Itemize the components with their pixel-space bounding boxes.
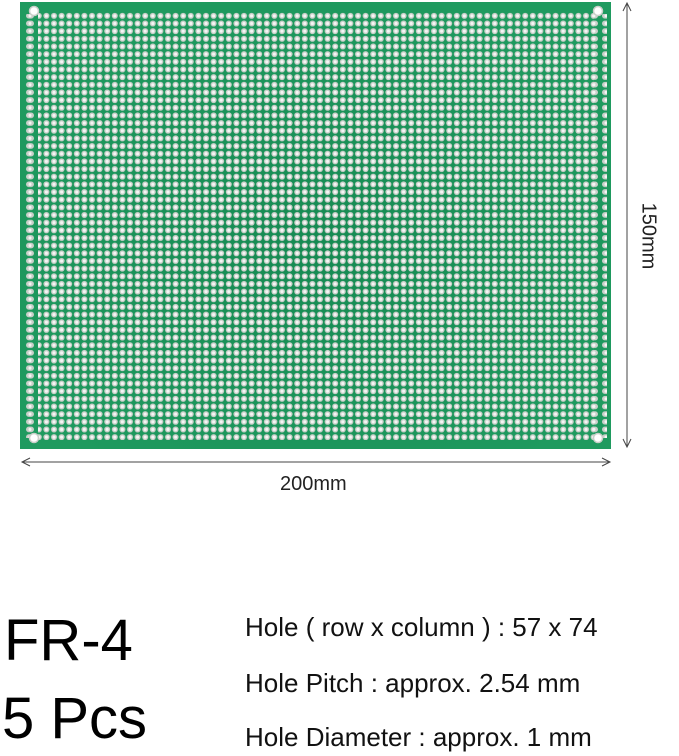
quantity-label: 5 Pcs xyxy=(2,686,148,751)
height-dimension-label: 150mm xyxy=(637,202,660,270)
material-label: FR-4 xyxy=(4,608,133,673)
width-dimension-line xyxy=(20,457,612,467)
pcb-left-edge-pads xyxy=(24,14,37,438)
mounting-hole-top-right xyxy=(592,5,604,17)
pcb-hole-grid xyxy=(38,12,594,440)
mounting-hole-bottom-right xyxy=(592,432,604,444)
spec-hole-pitch: Hole Pitch : approx. 2.54 mm xyxy=(245,668,581,698)
spec-hole-diameter: Hole Diameter : approx. 1 mm xyxy=(245,722,592,752)
mounting-hole-top-left xyxy=(28,5,40,17)
pcb-board-figure xyxy=(20,1,632,467)
height-dimension-line xyxy=(622,1,632,449)
pcb-right-edge-pads xyxy=(594,14,607,438)
width-dimension-label: 200mm xyxy=(280,473,347,495)
mounting-hole-bottom-left xyxy=(28,432,40,444)
spec-hole-rows-columns: Hole ( row x column ) : 57 x 74 xyxy=(245,612,598,642)
